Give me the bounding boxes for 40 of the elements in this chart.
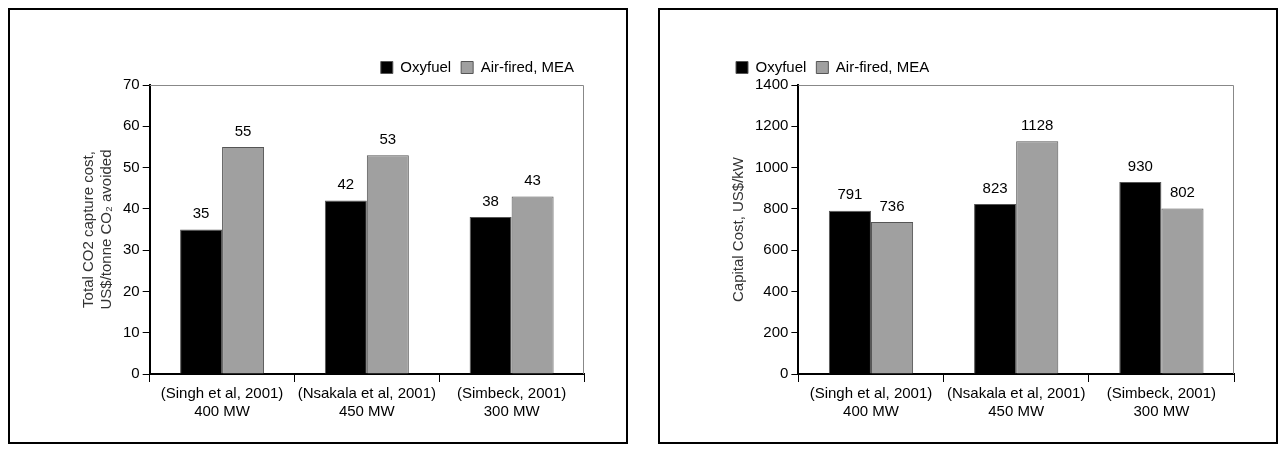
data-label: 38	[482, 191, 499, 209]
y-axis-title: Capital Cost, US$/kW	[729, 156, 747, 303]
data-label: 791	[837, 185, 863, 203]
data-label: 53	[379, 129, 397, 147]
x-tick-label: (Nsakala et al, 2001) 450 MW	[297, 384, 437, 420]
y-axis-title: Total CO2 capture cost, US$/tonne CO₂ avoided	[79, 149, 115, 310]
y-tick-label: 50	[123, 157, 140, 175]
data-label: 42	[337, 175, 355, 193]
x-tick-label: (Singh et al, 2001) 400 MW	[809, 384, 933, 420]
x-tick-label: (Singh et al, 2001) 400 MW	[160, 384, 284, 420]
y-tick-label: 800	[763, 199, 789, 216]
y-tick-label: 0	[131, 364, 140, 382]
data-label: 35	[192, 204, 210, 222]
data-label: 802	[1169, 183, 1195, 201]
y-tick-label: 1200	[754, 116, 789, 134]
y-tick-label: 0	[780, 364, 789, 382]
y-tick-label: 400	[763, 281, 789, 299]
data-label: 736	[879, 196, 905, 214]
y-tick-label: 60	[123, 116, 140, 134]
x-tick-label: (Nsakala et al, 2001) 450 MW	[946, 384, 1086, 420]
y-tick-label: 1400	[754, 75, 789, 93]
y-tick-label: 40	[123, 199, 140, 216]
data-label: 1128	[1021, 115, 1054, 133]
y-tick-label: 200	[763, 322, 789, 340]
y-tick-label: 30	[123, 240, 140, 258]
legend-label: Oxyfuel	[755, 57, 807, 75]
y-tick-label: 70	[123, 75, 140, 93]
y-tick-label: 1000	[754, 157, 789, 175]
y-tick-label: 10	[123, 322, 140, 340]
data-label: 930	[1127, 156, 1153, 174]
y-tick-label: 600	[763, 240, 789, 258]
legend-label: Oxyfuel	[400, 57, 452, 75]
legend-label: Air-fired, MEA	[835, 57, 930, 75]
data-label: 55	[234, 121, 252, 139]
x-tick-label: (Simbeck, 2001) 300 MW	[457, 384, 567, 420]
x-tick-label: (Simbeck, 2001) 300 MW	[1106, 384, 1216, 420]
data-label: 43	[524, 171, 541, 189]
legend-label: Air-fired, MEA	[480, 57, 575, 75]
data-label: 823	[982, 178, 1008, 196]
y-tick-label: 20	[123, 281, 140, 299]
